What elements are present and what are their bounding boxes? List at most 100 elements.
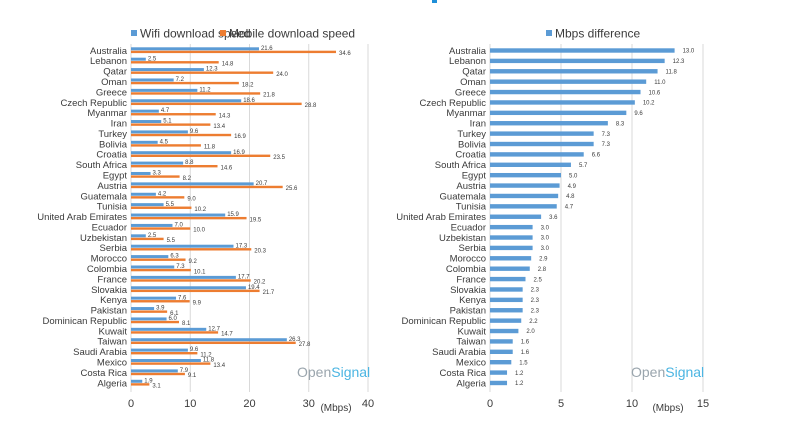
category-label-bolivia: Bolivia bbox=[99, 139, 128, 150]
category-label-morocco: Morocco bbox=[91, 254, 127, 265]
category-label-pakistan: Pakistan bbox=[450, 306, 486, 317]
category-label-bolivia: Bolivia bbox=[458, 139, 487, 150]
mobile-value-label-pakistan: 6.1 bbox=[170, 311, 179, 317]
value-label-taiwan: 1.6 bbox=[521, 340, 530, 346]
wifi-bar-france bbox=[131, 275, 236, 279]
category-label-taiwan: Taiwan bbox=[97, 337, 127, 348]
mobile-bar-australia bbox=[131, 50, 337, 54]
value-label-czech-republic: 10.2 bbox=[643, 101, 655, 107]
category-label-kuwait: Kuwait bbox=[98, 326, 127, 337]
value-label-guatemala: 4.8 bbox=[566, 194, 575, 200]
wifi-bar-oman bbox=[131, 78, 174, 82]
wifi-value-label-serbia: 17.3 bbox=[236, 243, 248, 249]
bar-oman bbox=[490, 79, 647, 84]
bar-bolivia bbox=[490, 141, 594, 147]
value-label-costa-rica: 1.2 bbox=[515, 371, 524, 377]
wifi-bar-slovakia bbox=[131, 286, 246, 290]
category-label-mexico: Mexico bbox=[97, 358, 127, 369]
category-label-saudi-arabia: Saudi Arabia bbox=[73, 347, 128, 358]
mobile-bar-czech-republic bbox=[131, 102, 302, 106]
bar-guatemala bbox=[490, 193, 559, 199]
category-label-greece: Greece bbox=[96, 87, 127, 98]
bar-tunisia bbox=[490, 204, 557, 209]
mobile-value-label-kenya: 9.9 bbox=[193, 300, 202, 306]
wifi-bar-croatia bbox=[131, 151, 232, 155]
bar-uzbekistan bbox=[490, 235, 533, 240]
mobile-bar-kenya bbox=[131, 300, 190, 303]
wifi-bar-czech-republic bbox=[131, 99, 242, 103]
wifi-bar-kenya bbox=[131, 296, 177, 300]
bar-austria bbox=[490, 183, 560, 188]
x-tick-label: 0 bbox=[487, 398, 493, 410]
value-label-dominican-republic: 2.2 bbox=[529, 319, 538, 325]
category-label-ecuador: Ecuador bbox=[451, 222, 486, 233]
category-label-australia: Australia bbox=[449, 46, 487, 57]
bar-croatia bbox=[490, 152, 584, 157]
wifi-bar-colombia bbox=[131, 265, 175, 269]
mobile-value-label-costa-rica: 9.1 bbox=[188, 373, 197, 379]
mobile-bar-morocco bbox=[131, 258, 186, 261]
mobile-value-label-lebanon: 14.8 bbox=[222, 61, 234, 67]
category-label-lebanon: Lebanon bbox=[90, 56, 127, 67]
mobile-bar-saudi-arabia bbox=[131, 352, 198, 355]
bar-south-africa bbox=[490, 162, 571, 167]
wifi-value-label-uzbekistan: 2.5 bbox=[148, 233, 157, 239]
value-label-south-africa: 5.7 bbox=[579, 163, 588, 169]
mobile-value-label-saudi-arabia: 11.2 bbox=[200, 352, 212, 358]
wifi-bar-myanmar bbox=[131, 109, 159, 113]
value-label-mexico: 1.5 bbox=[519, 360, 528, 366]
wifi-bar-turkey bbox=[131, 130, 188, 134]
wifi-bar-south-africa bbox=[131, 161, 184, 165]
category-label-costa-rica: Costa Rica bbox=[440, 368, 487, 379]
mobile-bar-bolivia bbox=[131, 144, 201, 147]
bar-mexico bbox=[490, 360, 512, 365]
mobile-bar-tunisia bbox=[131, 206, 192, 209]
mobile-bar-pakistan bbox=[131, 310, 168, 313]
bar-colombia bbox=[490, 266, 530, 271]
category-label-pakistan: Pakistan bbox=[91, 306, 127, 317]
wifi-value-label-turkey: 9.6 bbox=[190, 129, 199, 135]
mobile-bar-guatemala bbox=[131, 196, 185, 199]
mobile-value-label-serbia: 20.3 bbox=[254, 249, 266, 255]
mobile-bar-united-arab-emirates bbox=[131, 216, 247, 220]
wifi-value-label-egypt: 3.3 bbox=[153, 171, 162, 177]
wifi-value-label-morocco: 6.3 bbox=[170, 254, 179, 260]
wifi-bar-pakistan bbox=[131, 307, 155, 311]
bar-iran bbox=[490, 121, 608, 126]
category-label-mexico: Mexico bbox=[456, 358, 486, 369]
wifi-value-label-south-africa: 8.8 bbox=[185, 160, 194, 166]
category-label-united-arab-emirates: United Arab Emirates bbox=[396, 212, 486, 223]
value-label-saudi-arabia: 1.6 bbox=[521, 350, 530, 356]
bar-australia bbox=[490, 48, 675, 53]
mobile-value-label-australia: 34.6 bbox=[339, 51, 351, 57]
value-label-lebanon: 12.3 bbox=[673, 59, 685, 65]
wifi-value-label-united-arab-emirates: 15.9 bbox=[227, 212, 239, 218]
wifi-bar-bolivia bbox=[131, 140, 158, 144]
value-label-colombia: 2.8 bbox=[538, 267, 547, 273]
bar-dominican-republic bbox=[490, 318, 522, 323]
mobile-value-label-myanmar: 14.3 bbox=[219, 113, 231, 119]
category-label-south-africa: South Africa bbox=[435, 160, 487, 171]
bar-ecuador bbox=[490, 224, 533, 230]
right-chart: 0 5 10 15 (Mbps) Mbps difference Australia 13.0… bbox=[396, 27, 709, 415]
wifi-value-label-oman: 7.2 bbox=[176, 77, 185, 83]
category-label-serbia: Serbia bbox=[100, 243, 128, 254]
legend-label-mobile-download-speed: Mobile download speed bbox=[229, 27, 355, 41]
x-tick-label: 0 bbox=[128, 398, 134, 410]
value-label-austria: 4.9 bbox=[568, 184, 577, 190]
mobile-bar-oman bbox=[131, 81, 239, 85]
x-axis-label: (Mbps) bbox=[320, 403, 351, 414]
wifi-value-label-myanmar: 4.7 bbox=[161, 108, 170, 114]
wifi-value-label-slovakia: 19.4 bbox=[248, 285, 260, 291]
category-label-lebanon: Lebanon bbox=[449, 56, 486, 67]
mobile-value-label-austria: 25.6 bbox=[286, 186, 298, 192]
category-label-oman: Oman bbox=[460, 77, 486, 88]
wifi-value-label-bolivia: 4.5 bbox=[160, 139, 169, 145]
mobile-value-label-slovakia: 21.7 bbox=[263, 290, 275, 296]
category-label-serbia: Serbia bbox=[459, 243, 487, 254]
value-label-croatia: 6.6 bbox=[592, 153, 601, 159]
mobile-bar-greece bbox=[131, 92, 261, 95]
mobile-value-label-iran: 13.4 bbox=[213, 124, 225, 130]
value-label-australia: 13.0 bbox=[683, 49, 695, 55]
wifi-value-label-austria: 20.7 bbox=[256, 181, 268, 187]
